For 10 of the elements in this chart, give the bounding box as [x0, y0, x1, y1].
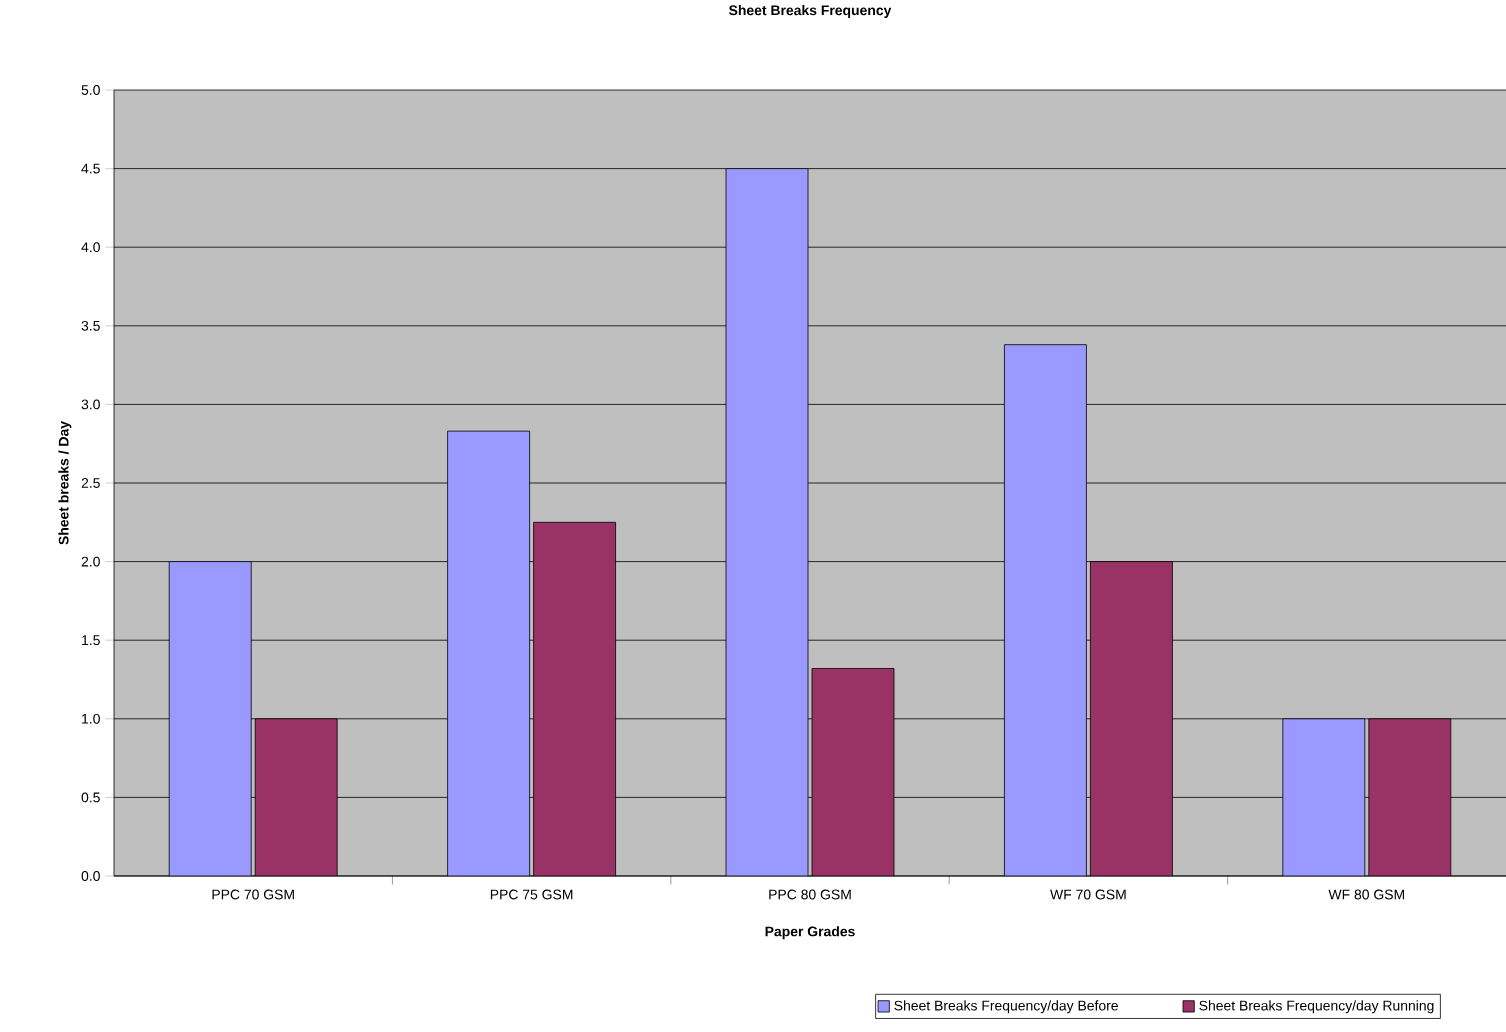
bar: [447, 430, 531, 876]
bar: [1004, 344, 1087, 876]
bar: [254, 718, 338, 876]
bar: [533, 521, 616, 876]
bar: [1368, 718, 1452, 876]
bar: [1282, 718, 1366, 876]
bar: [168, 561, 252, 876]
bar: [811, 668, 895, 876]
bar: [1090, 561, 1173, 876]
bar: [725, 168, 809, 876]
